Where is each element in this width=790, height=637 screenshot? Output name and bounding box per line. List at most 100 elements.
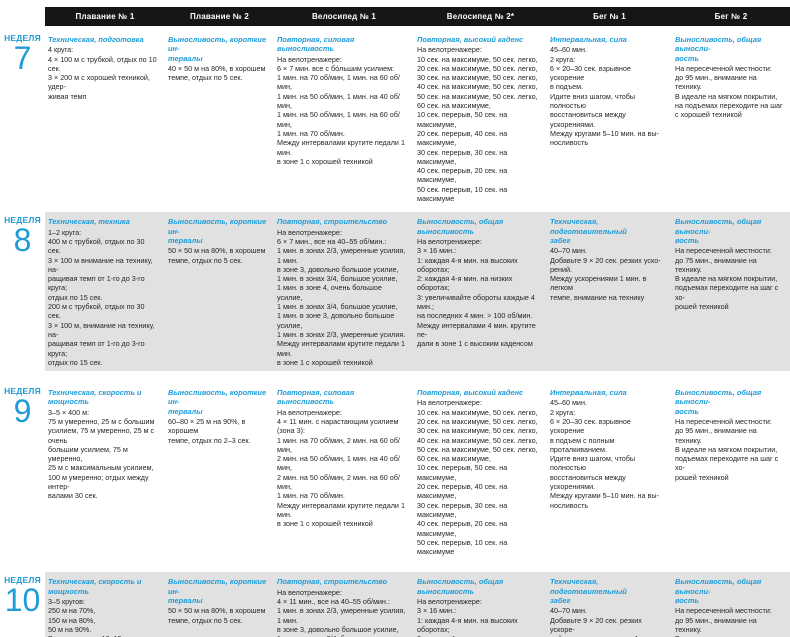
- cell-week7-swim-2: Выносливость, короткие ин- тервалы 40 × 5…: [165, 35, 274, 207]
- workout-description: 1–2 круга: 400 м с трубкой, отдых по 30 …: [48, 227, 155, 367]
- week-label: НЕДЕЛЯ: [4, 215, 41, 226]
- workout-title: Техническая, скорость и мощность: [48, 388, 142, 407]
- week-number: 10: [4, 582, 41, 619]
- week-label: НЕДЕЛЯ: [4, 575, 41, 586]
- week-row-8: НЕДЕЛЯ 8 Техническая, техника 1–2 круга: 40…: [0, 212, 790, 372]
- week-header-9: НЕДЕЛЯ 9: [0, 383, 45, 560]
- week-row-10: НЕДЕЛЯ 10 Техническая, скорость и мощность…: [0, 572, 790, 637]
- week-number: 8: [13, 222, 32, 259]
- workout-title: Повторная, строительство: [277, 217, 388, 227]
- workout-title: Техническая, скорость и мощность: [48, 577, 142, 596]
- cell-week9-run-1: Интервальная, сила 45–60 мин. 2 круга: 6 …: [547, 388, 672, 560]
- cell-week7-run-1: Интервальная, сила 45–60 мин. 2 круга: 6 …: [547, 35, 672, 207]
- workout-description: 40–70 мин. Добавьте 9 × 20 сек. резких у…: [550, 606, 661, 637]
- workout-title: Повторная, силовая выносливость: [277, 388, 355, 407]
- workout-description: 40 × 50 м на 80%, в хорошем темпе, отдых…: [168, 63, 266, 83]
- workout-title: Выносливость, общая выносливость: [417, 577, 504, 596]
- cell-week9-bike-2: Повторная, высокий каденс На велотренажер…: [414, 388, 547, 560]
- week-row-9: НЕДЕЛЯ 9 Техническая, скорость и мощность 3…: [0, 383, 790, 560]
- week-row-7: НЕДЕЛЯ 7 Техническая, подготовка 4 круга: 4…: [0, 30, 790, 207]
- workout-title: Техническая, подготовка: [48, 35, 144, 44]
- column-header-bike-1: Велосипед № 1: [311, 12, 377, 21]
- workout-title: Интервальная, сила: [550, 388, 627, 398]
- workout-description: На велотренажере: 4 × 11 мин. с нарастаю…: [277, 407, 405, 529]
- cell-week8-swim-1: Техническая, техника 1–2 круга: 400 м с т…: [45, 217, 165, 371]
- workout-title: Выносливость, общая выносли- вость: [675, 577, 762, 606]
- column-header-run-1: Бег № 1: [593, 12, 626, 21]
- week-8-content: Техническая, техника 1–2 круга: 400 м с т…: [45, 212, 790, 372]
- workout-title: Выносливость, общая выносли- вость: [675, 35, 762, 63]
- workout-title: Техническая, подготовительный забег: [550, 577, 627, 606]
- workout-description: На велотренажере: 4 × 11 мин., все на 40…: [277, 587, 406, 637]
- week-number: 9: [13, 393, 32, 430]
- column-header-bar: Плавание № 1 Плавание № 2 Велосипед № 1 …: [45, 7, 790, 26]
- cell-week10-bike-2: Выносливость, общая выносливость На велот…: [414, 577, 547, 637]
- workout-description: 4 круга: 4 × 100 м с трубкой, отдых по 1…: [48, 45, 157, 101]
- workout-title: Выносливость, общая выносливость: [417, 217, 504, 236]
- workout-description: На велотренажере: 6 × 7 мин. все с бо́ль…: [277, 54, 405, 166]
- workout-description: 3–5 кругов: 250 м на 70%, 150 м на 80%, …: [48, 597, 136, 637]
- cell-week10-swim-1: Техническая, скорость и мощность 3–5 круг…: [45, 577, 165, 637]
- workout-title: Техническая, техника: [48, 217, 130, 227]
- column-header-swim-1: Плавание № 1: [75, 12, 135, 21]
- workout-title: Повторная, силовая выносливость: [277, 35, 355, 54]
- cell-week10-bike-1: Повторная, строительство На велотренажере…: [274, 577, 414, 637]
- cell-week7-bike-2: Повторная, высокий каденс На велотренажер…: [414, 35, 547, 207]
- cell-week8-run-2: Выносливость, общая выносли- вость На пер…: [672, 217, 790, 371]
- week-label: НЕДЕЛЯ: [4, 386, 41, 397]
- cell-week7-swim-1: Техническая, подготовка 4 круга: 4 × 100 …: [45, 35, 165, 207]
- workout-description: 45–60 мин. 2 круга: 6 × 20–30 сек. взрыв…: [550, 398, 659, 510]
- workout-description: 50 × 50 м на 80%, в хорошем темпе, отдых…: [168, 606, 266, 625]
- workout-title: Интервальная, сила: [550, 35, 627, 44]
- workout-description: На пересеченной местности: до 95 мин., в…: [675, 416, 779, 482]
- workout-description: 45–60 мин. 2 круга: 6 × 20–30 сек. взрыв…: [550, 45, 659, 148]
- week-label: НЕДЕЛЯ: [4, 33, 41, 43]
- cell-week8-bike-1: Повторная, строительство На велотренажере…: [274, 217, 414, 371]
- workout-title: Выносливость, короткие ин- тервалы: [168, 217, 267, 245]
- workout-title: Выносливость, короткие ин- тервалы: [168, 388, 267, 416]
- workout-description: 50 × 50 м на 80%, в хорошем темпе, отдых…: [168, 246, 266, 265]
- cell-week9-run-2: Выносливость, общая выносли- вость На пер…: [672, 388, 790, 560]
- workout-title: Техническая, подготовительный забег: [550, 217, 627, 245]
- cell-week9-bike-1: Повторная, силовая выносливость На велотр…: [274, 388, 414, 560]
- workout-description: На велотренажере: 6 × 7 мин., все на 40–…: [277, 227, 406, 367]
- workout-description: На велотренажере: 3 × 16 мин.: 1: каждая…: [417, 236, 536, 349]
- week-9-content: Техническая, скорость и мощность 3–5 × 40…: [45, 383, 790, 560]
- workout-description: На велотренажере: 10 сек. на максимуме, …: [417, 45, 538, 204]
- cell-week10-swim-2: Выносливость, короткие ин- тервалы 50 × 5…: [165, 577, 274, 637]
- workout-description: На пересеченной местности: до 95 мин., в…: [675, 606, 777, 637]
- workout-title: Выносливость, короткие ин- тервалы: [168, 35, 267, 63]
- workout-description: 60–80 × 25 м на 90%, в хорошем темпе, от…: [168, 416, 251, 445]
- column-header-swim-2: Плавание № 2: [190, 12, 249, 21]
- week-7-content: Техническая, подготовка 4 круга: 4 × 100 …: [45, 30, 790, 207]
- workout-description: На велотренажере: 3 × 16 мин.: 1: каждая…: [417, 597, 518, 637]
- cell-week9-swim-1: Техническая, скорость и мощность 3–5 × 40…: [45, 388, 165, 560]
- week-10-content: Техническая, скорость и мощность 3–5 круг…: [45, 572, 790, 637]
- week-number: 7: [13, 40, 32, 76]
- cell-week8-bike-2: Выносливость, общая выносливость На велот…: [414, 217, 547, 371]
- column-header-bike-2: Велосипед № 2*: [446, 12, 515, 21]
- cell-week10-run-1: Техническая, подготовительный забег 40–70…: [547, 577, 672, 637]
- workout-title: Выносливость, общая выносли- вость: [675, 217, 762, 245]
- cell-week8-run-1: Техническая, подготовительный забег 40–70…: [547, 217, 672, 371]
- cell-week8-swim-2: Выносливость, короткие ин- тервалы 50 × 5…: [165, 217, 274, 371]
- column-header-run-2: Бег № 2: [714, 12, 748, 21]
- workout-title: Повторная, строительство: [277, 577, 388, 587]
- workout-description: 3–5 × 400 м: 75 м умеренно, 25 м с больш…: [48, 407, 155, 501]
- workout-title: Повторная, высокий каденс: [417, 35, 524, 44]
- week-header-7: НЕДЕЛЯ 7: [0, 30, 45, 207]
- workout-title: Выносливость, общая выносли- вость: [675, 388, 762, 416]
- cell-week7-bike-1: Повторная, силовая выносливость На велотр…: [274, 35, 414, 207]
- cell-week7-run-2: Выносливость, общая выносли- вость На пер…: [672, 35, 790, 207]
- workout-description: 40–70 мин. Добавьте 9 × 20 сек. резких у…: [550, 246, 661, 302]
- week-rows: НЕДЕЛЯ 7 Техническая, подготовка 4 круга: 4…: [0, 30, 790, 637]
- workout-title: Повторная, высокий каденс: [417, 388, 524, 398]
- week-header-10: НЕДЕЛЯ 10: [0, 572, 45, 637]
- cell-week9-swim-2: Выносливость, короткие ин- тервалы 60–80 …: [165, 388, 274, 560]
- workout-description: На пересеченной местности: до 95 мин., в…: [675, 63, 783, 120]
- cell-week10-run-2: Выносливость, общая выносли- вость На пер…: [672, 577, 790, 637]
- week-header-8: НЕДЕЛЯ 8: [0, 212, 45, 371]
- workout-description: На пересеченной местности: до 75 мин., в…: [675, 246, 779, 312]
- workout-title: Выносливость, короткие ин- тервалы: [168, 577, 267, 606]
